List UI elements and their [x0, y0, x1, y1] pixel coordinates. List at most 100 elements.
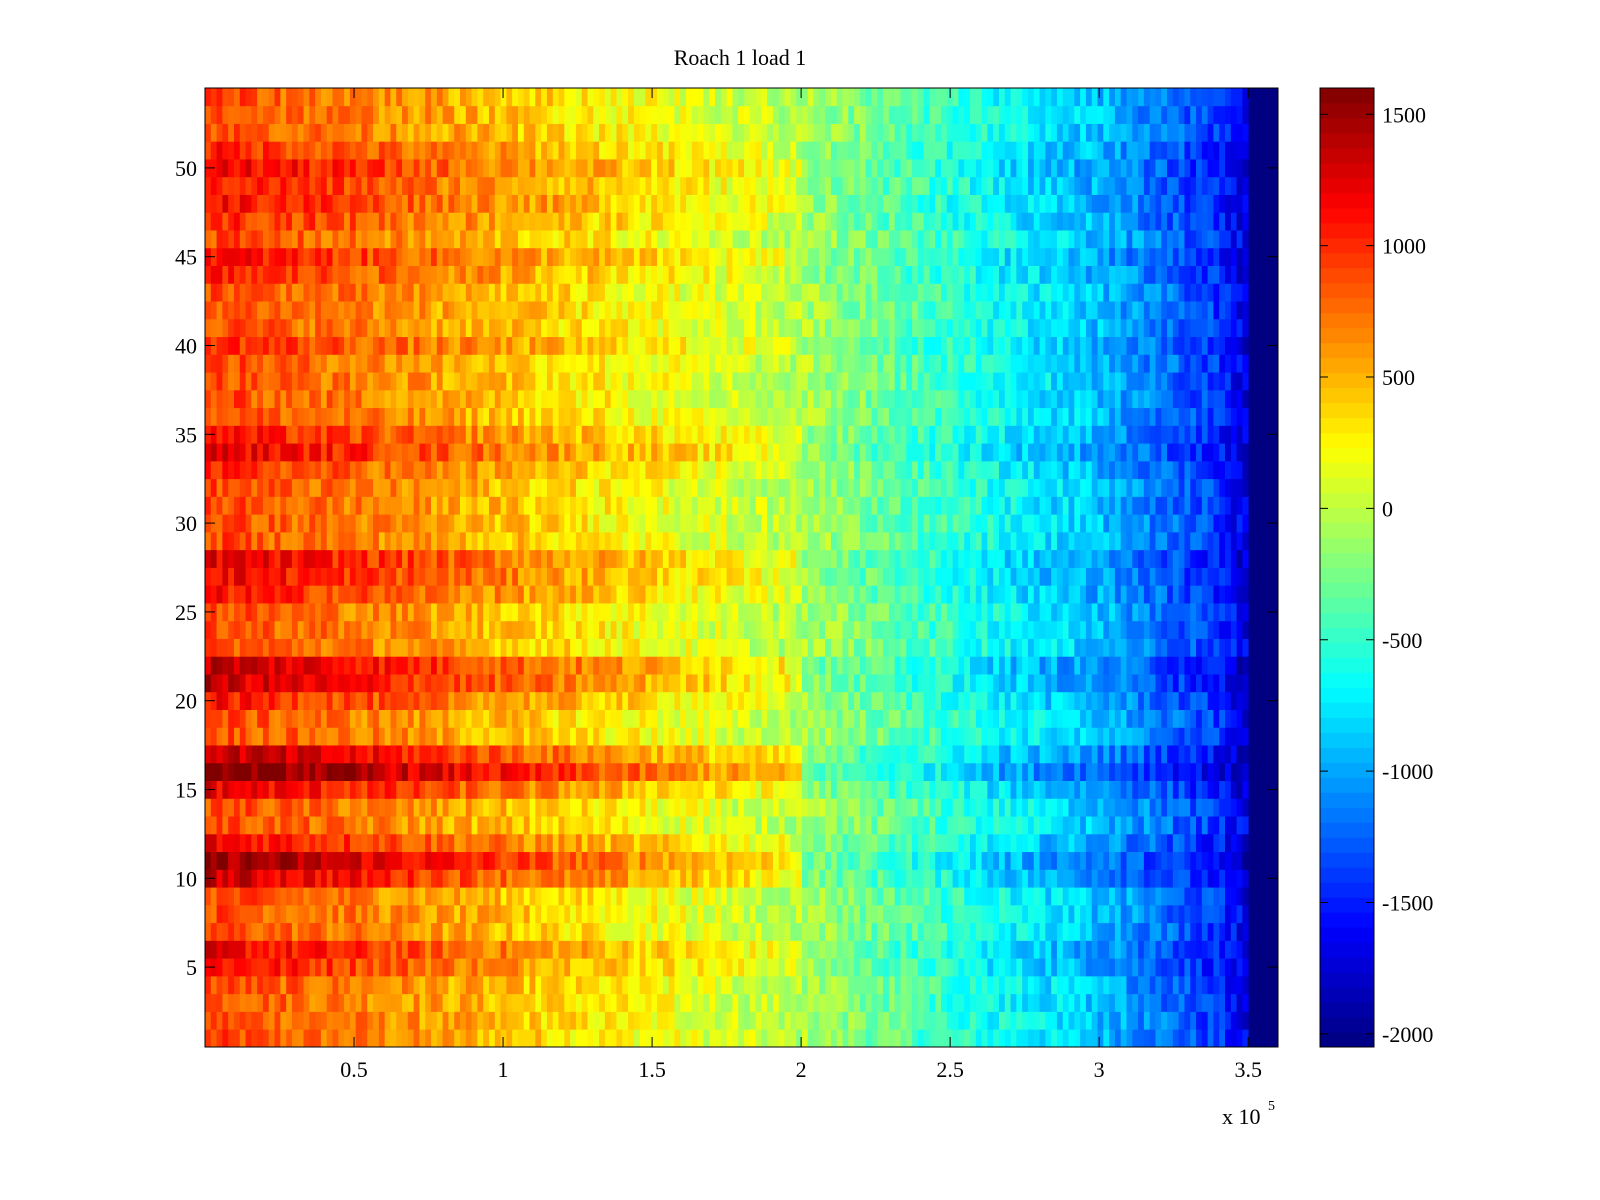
heatmap-cell: [1184, 656, 1191, 675]
heatmap-cell: [906, 780, 913, 799]
heatmap-cell: [384, 993, 391, 1012]
heatmap-cell: [900, 869, 907, 888]
heatmap-cell: [373, 1029, 380, 1048]
heatmap-cell: [1207, 958, 1214, 977]
heatmap-cell: [686, 1011, 693, 1030]
heatmap-cell: [964, 869, 971, 888]
heatmap-cell: [778, 869, 785, 888]
heatmap-cell: [1161, 603, 1168, 622]
heatmap-cell: [407, 798, 415, 817]
heatmap-cell: [338, 656, 345, 675]
heatmap-cell: [286, 993, 293, 1012]
heatmap-cell: [1184, 727, 1191, 746]
heatmap-cell: [286, 674, 293, 693]
heatmap-cell: [506, 567, 513, 586]
heatmap-cell: [344, 904, 351, 924]
heatmap-cell: [929, 904, 936, 924]
heatmap-cell: [622, 674, 629, 693]
heatmap-cell: [483, 833, 490, 853]
heatmap-cell: [715, 620, 722, 639]
heatmap-cell: [854, 1029, 861, 1048]
heatmap-cell: [274, 745, 281, 764]
heatmap-cell: [431, 674, 438, 693]
heatmap-cell: [900, 762, 907, 782]
heatmap-cell: [755, 869, 762, 888]
heatmap-cell: [1178, 656, 1185, 675]
heatmap-cell: [628, 656, 635, 675]
heatmap-cell: [998, 709, 1006, 728]
heatmap-cell: [349, 762, 357, 782]
heatmap-cell: [210, 727, 217, 746]
heatmap-cell: [460, 620, 467, 639]
heatmap-cell: [367, 603, 374, 622]
heatmap-cell: [888, 940, 896, 959]
heatmap-cell: [935, 993, 942, 1012]
heatmap-cell: [697, 745, 704, 764]
heatmap-cell: [1138, 567, 1145, 586]
heatmap-cell: [929, 1011, 936, 1030]
heatmap-cell: [581, 904, 588, 924]
heatmap-cell: [807, 958, 814, 977]
heatmap-cell: [570, 869, 577, 888]
heatmap-cell: [1120, 762, 1127, 782]
heatmap-cell: [668, 887, 675, 906]
heatmap-cell: [1149, 780, 1156, 799]
heatmap-cell: [1126, 833, 1133, 853]
heatmap-cell: [1155, 567, 1162, 586]
heatmap-cell: [964, 620, 971, 639]
heatmap-cell: [326, 851, 333, 870]
heatmap-cell: [720, 638, 727, 657]
heatmap-cell: [407, 674, 415, 693]
heatmap-cell: [448, 940, 455, 959]
heatmap-cell: [993, 958, 1000, 977]
heatmap-cell: [431, 1011, 438, 1030]
heatmap-cell: [448, 922, 455, 941]
heatmap-cell: [384, 709, 391, 728]
heatmap-cell: [378, 798, 386, 817]
heatmap-cell: [575, 603, 583, 622]
heatmap-cell: [616, 816, 623, 835]
heatmap-cell: [1004, 993, 1011, 1012]
heatmap-cell: [460, 993, 467, 1012]
heatmap-cell: [801, 993, 809, 1012]
heatmap-cell: [1172, 620, 1180, 639]
heatmap-cell: [384, 851, 391, 870]
heatmap-cell: [251, 745, 258, 764]
heatmap-cell: [535, 780, 542, 799]
heatmap-cell: [680, 958, 687, 977]
heatmap-cell: [923, 585, 930, 604]
heatmap-cell: [570, 833, 577, 853]
heatmap-cell: [581, 691, 588, 710]
heatmap-cell: [732, 1011, 739, 1030]
heatmap-cell: [761, 1011, 768, 1030]
heatmap-cell: [639, 709, 646, 728]
heatmap-cell: [662, 603, 670, 622]
heatmap-cell: [245, 940, 252, 959]
heatmap-cell: [946, 745, 954, 764]
heatmap-cell: [1109, 620, 1116, 639]
heatmap-cell: [1120, 620, 1127, 639]
heatmap-cell: [680, 780, 687, 799]
heatmap-cell: [749, 727, 756, 746]
heatmap-cell: [749, 851, 756, 870]
heatmap-cell: [998, 656, 1006, 675]
heatmap-cell: [662, 780, 670, 799]
heatmap-cell: [1022, 585, 1029, 604]
heatmap-cell: [378, 620, 386, 639]
heatmap-cell: [1230, 1011, 1238, 1030]
heatmap-cell: [355, 1029, 362, 1048]
heatmap-cell: [1161, 904, 1168, 924]
heatmap-cell: [1080, 691, 1087, 710]
heatmap-cell: [1143, 833, 1151, 853]
heatmap-cell: [512, 833, 519, 853]
heatmap-cell: [1085, 567, 1093, 586]
heatmap-cell: [906, 549, 913, 568]
heatmap-cell: [239, 1011, 246, 1030]
heatmap-cell: [941, 709, 948, 728]
heatmap-cell: [662, 567, 670, 586]
heatmap-cell: [1126, 620, 1133, 639]
heatmap-cell: [1155, 674, 1162, 693]
heatmap-cell: [1201, 691, 1209, 710]
heatmap-cell: [1103, 833, 1110, 853]
heatmap-cell: [575, 887, 583, 906]
